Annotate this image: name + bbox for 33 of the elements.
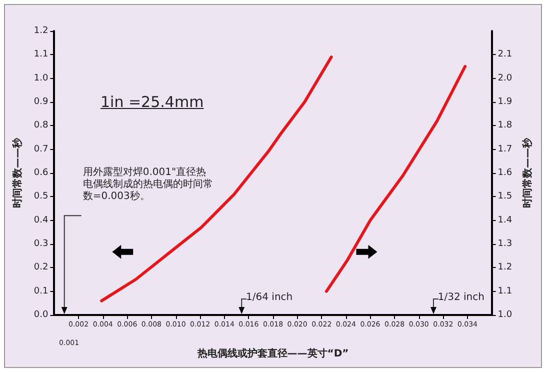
annotation: 1in =25.4mm <box>100 93 204 112</box>
y-axis-title: 时间常数——秒 <box>12 137 24 208</box>
y2-tick-label: 1.4 <box>498 215 512 226</box>
y-tick-label: 0.0 <box>34 310 48 320</box>
line-series <box>324 65 467 293</box>
y-tick-label: 1.2 <box>34 26 48 36</box>
y-tick-label: 1.1 <box>34 50 48 60</box>
y-tick-label: 0.9 <box>34 97 48 107</box>
y-tick-label: 0.4 <box>34 215 48 226</box>
y-tick-label: 0.7 <box>34 144 48 154</box>
y-tick-label: 0.2 <box>34 262 48 273</box>
x-axis-title: 热电偶线或护套直径——英寸“D” <box>196 348 349 360</box>
y-tick-label: 1.0 <box>34 73 48 84</box>
y-tick-label: 0.6 <box>34 168 48 178</box>
y2-tick-label: 1.3 <box>498 239 512 249</box>
y2-tick-label: 1.0 <box>498 310 512 320</box>
y-tick-label: 0.5 <box>34 192 48 202</box>
y2-tick-label: 2.0 <box>498 73 512 84</box>
annotation: 用外露型对焊0.001"直径热电偶线制成的热电偶的时间常数=0.003秒。 <box>82 167 214 204</box>
y-tick-label: 0.1 <box>34 286 48 296</box>
y2-tick-label: 1.2 <box>498 262 512 273</box>
y2-tick-label: 1.9 <box>498 97 512 107</box>
annotation: 1/64 inch <box>246 292 293 304</box>
y-tick-label: 0.3 <box>34 239 48 249</box>
y2-tick-label: 1.6 <box>498 168 512 178</box>
y2-tick-label: 1.7 <box>498 144 512 154</box>
annotation: 1/32 inch <box>438 292 484 304</box>
y2-tick-label: 1.1 <box>498 286 512 296</box>
y2-tick-label: 1.8 <box>498 120 512 131</box>
y-tick-label: 0.8 <box>34 120 48 131</box>
y2-axis-title: 时间常数——秒 <box>522 137 534 208</box>
y2-tick-label: 1.5 <box>498 192 512 202</box>
y2-tick-label: 2.1 <box>498 50 512 60</box>
